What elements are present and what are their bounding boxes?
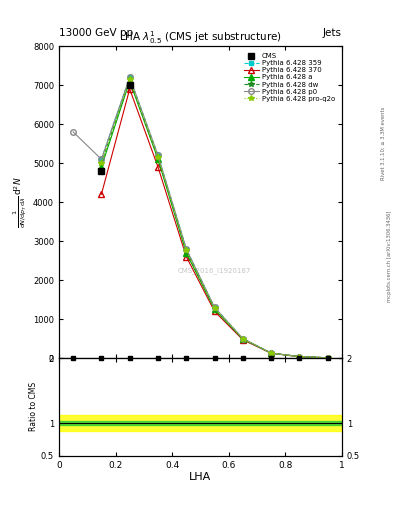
Text: mcplots.cern.ch [arXiv:1306.3436]: mcplots.cern.ch [arXiv:1306.3436] (387, 210, 391, 302)
Text: 13000 GeV pp: 13000 GeV pp (59, 28, 133, 38)
Line: Pythia 6.428 359: Pythia 6.428 359 (99, 75, 330, 360)
Pythia 6.428 p0 (241, 335, 245, 342)
Pythia 6.428 p0 (99, 156, 104, 162)
Pythia 6.428 370 (241, 337, 245, 343)
Pythia 6.428 pro-q2o (297, 353, 302, 359)
Pythia 6.428 a (269, 350, 274, 356)
Pythia 6.428 p0 (269, 350, 274, 356)
Pythia 6.428 359 (99, 156, 104, 162)
Pythia 6.428 pro-q2o (212, 305, 217, 311)
Line: CMS: CMS (99, 82, 132, 174)
Pythia 6.428 dw (156, 154, 160, 160)
Pythia 6.428 a (297, 354, 302, 360)
Pythia 6.428 a (241, 336, 245, 342)
Bar (59, 415, 342, 431)
Pythia 6.428 pro-q2o (241, 336, 245, 342)
Pythia 6.428 a (212, 306, 217, 312)
Line: Pythia 6.428 pro-q2o: Pythia 6.428 pro-q2o (99, 76, 331, 360)
Pythia 6.428 a (156, 156, 160, 162)
Pythia 6.428 dw (127, 76, 132, 82)
Pythia 6.428 p0 (184, 246, 189, 252)
Pythia 6.428 370 (269, 350, 274, 356)
Text: CMS_2016_I1920187: CMS_2016_I1920187 (178, 267, 251, 274)
Pythia 6.428 p0 (71, 129, 75, 135)
Pythia 6.428 359 (127, 74, 132, 80)
Pythia 6.428 370 (297, 354, 302, 360)
Pythia 6.428 dw (269, 350, 274, 356)
Pythia 6.428 370 (99, 191, 104, 198)
Pythia 6.428 dw (241, 336, 245, 342)
Pythia 6.428 359 (156, 152, 160, 158)
Pythia 6.428 dw (297, 353, 302, 359)
Pythia 6.428 370 (212, 308, 217, 314)
Pythia 6.428 359 (212, 304, 217, 310)
Pythia 6.428 359 (325, 355, 330, 361)
Line: Pythia 6.428 370: Pythia 6.428 370 (99, 86, 331, 360)
Pythia 6.428 dw (99, 160, 104, 166)
Pythia 6.428 359 (241, 335, 245, 342)
Text: Rivet 3.1.10; ≥ 3.3M events: Rivet 3.1.10; ≥ 3.3M events (381, 106, 386, 180)
X-axis label: LHA: LHA (189, 472, 211, 482)
Pythia 6.428 359 (269, 350, 274, 356)
Title: LHA $\lambda^{1}_{0.5}$ (CMS jet substructure): LHA $\lambda^{1}_{0.5}$ (CMS jet substru… (119, 29, 282, 46)
Line: Pythia 6.428 a: Pythia 6.428 a (99, 78, 331, 360)
Pythia 6.428 a (127, 78, 132, 84)
Pythia 6.428 pro-q2o (269, 350, 274, 356)
Legend: CMS, Pythia 6.428 359, Pythia 6.428 370, Pythia 6.428 a, Pythia 6.428 dw, Pythia: CMS, Pythia 6.428 359, Pythia 6.428 370,… (243, 53, 336, 102)
Pythia 6.428 a (325, 355, 330, 361)
Text: Jets: Jets (323, 28, 342, 38)
Pythia 6.428 pro-q2o (184, 247, 189, 253)
CMS (99, 168, 104, 174)
Pythia 6.428 a (184, 250, 189, 256)
Pythia 6.428 pro-q2o (99, 160, 104, 166)
Pythia 6.428 pro-q2o (325, 355, 330, 361)
Pythia 6.428 370 (184, 253, 189, 260)
Pythia 6.428 pro-q2o (127, 76, 132, 82)
CMS (127, 82, 132, 88)
Pythia 6.428 359 (297, 353, 302, 359)
Pythia 6.428 dw (212, 306, 217, 312)
Pythia 6.428 pro-q2o (156, 154, 160, 160)
Pythia 6.428 dw (184, 248, 189, 254)
Line: Pythia 6.428 dw: Pythia 6.428 dw (99, 76, 331, 360)
Pythia 6.428 p0 (297, 353, 302, 359)
Pythia 6.428 dw (325, 355, 330, 361)
Bar (59, 421, 342, 425)
Pythia 6.428 370 (325, 355, 330, 361)
Pythia 6.428 p0 (325, 355, 330, 361)
Pythia 6.428 p0 (156, 152, 160, 158)
Pythia 6.428 370 (156, 164, 160, 170)
Y-axis label: $\frac{1}{\mathrm{d}N/\mathrm{d}p_T\,\mathrm{d}\lambda}\,\mathrm{d}^2N$: $\frac{1}{\mathrm{d}N/\mathrm{d}p_T\,\ma… (11, 176, 29, 228)
Pythia 6.428 p0 (212, 304, 217, 310)
Pythia 6.428 359 (184, 246, 189, 252)
Pythia 6.428 a (99, 164, 104, 170)
Pythia 6.428 370 (127, 86, 132, 92)
Line: Pythia 6.428 p0: Pythia 6.428 p0 (70, 75, 331, 360)
Y-axis label: Ratio to CMS: Ratio to CMS (29, 382, 38, 432)
Pythia 6.428 p0 (127, 74, 132, 80)
